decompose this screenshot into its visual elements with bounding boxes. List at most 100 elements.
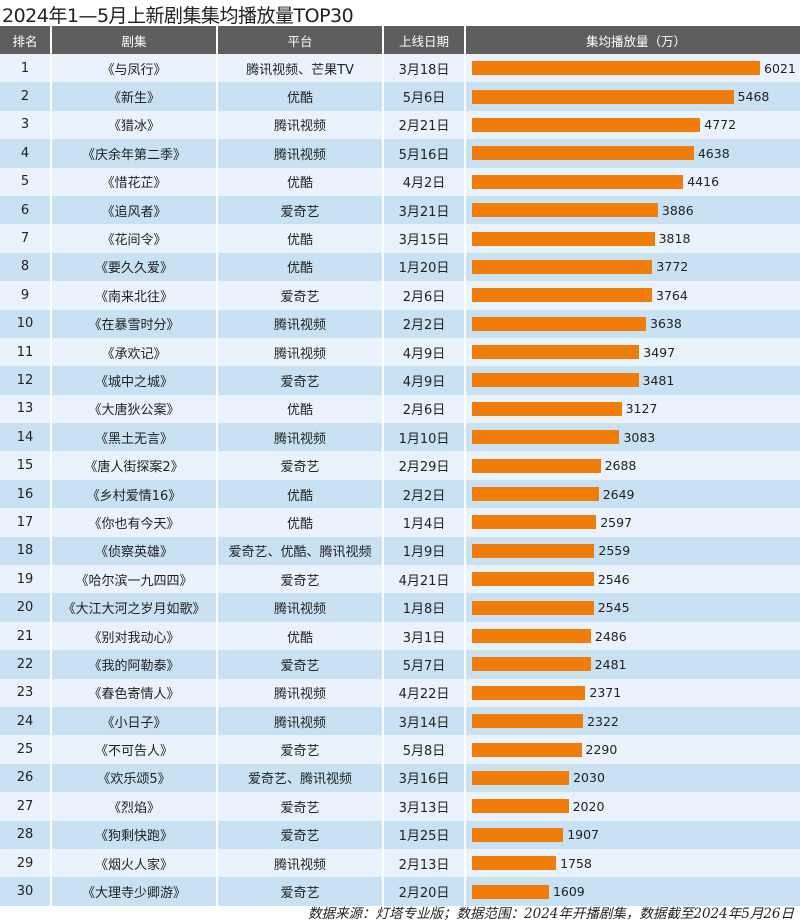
bar-cell: 3497 [466, 338, 800, 366]
rank-cell: 8 [0, 252, 52, 282]
bar-cell: 2020 [466, 792, 800, 820]
date-cell: 3月18日 [384, 54, 466, 83]
value-bar [472, 146, 694, 161]
bar-cell: 2290 [466, 735, 800, 763]
title-cell: 《大江大河之岁月如歌》 [52, 593, 218, 622]
date-cell: 2月29日 [384, 451, 466, 480]
date-cell: 3月16日 [384, 763, 466, 793]
rank-cell: 19 [0, 565, 52, 594]
rank-cell: 14 [0, 423, 52, 452]
value-bar [472, 827, 564, 842]
platform-cell: 爱奇艺 [218, 650, 384, 679]
table-row: 13 《大唐狄公案》 优酷 2月6日 3127 [0, 394, 800, 424]
table-row: 9 《南来北往》 爱奇艺 2月6日 3764 [0, 281, 800, 310]
platform-cell: 腾讯视频 [218, 706, 384, 736]
table-row: 5 《惜花芷》 优酷 4月2日 4416 [0, 167, 800, 196]
date-cell: 4月22日 [384, 678, 466, 707]
title-cell: 《我的阿勒泰》 [52, 650, 218, 679]
value-label: 3818 [658, 231, 691, 247]
value-bar [472, 259, 653, 274]
table-row: 28 《狗剩快跑》 爱奇艺 1月25日 1907 [0, 820, 800, 849]
value-label: 3772 [656, 259, 689, 275]
platform-cell: 优酷 [218, 508, 384, 537]
date-cell: 1月4日 [384, 508, 466, 537]
bar-cell: 3886 [466, 196, 800, 224]
value-bar [472, 373, 639, 388]
value-label: 4638 [697, 145, 730, 161]
platform-cell: 爱奇艺 [218, 877, 384, 906]
value-bar [472, 458, 601, 473]
date-cell: 1月25日 [384, 820, 466, 849]
rank-cell: 21 [0, 621, 52, 651]
value-bar [472, 543, 595, 558]
date-cell: 1月9日 [384, 536, 466, 566]
table-row: 27 《烈焰》 爱奇艺 3月13日 2020 [0, 792, 800, 821]
bar-cell: 3638 [466, 310, 800, 338]
platform-cell: 腾讯视频 [218, 848, 384, 878]
platform-cell: 爱奇艺 [218, 565, 384, 594]
table-row: 4 《庆余年第二季》 腾讯视频 5月16日 4638 [0, 139, 800, 168]
table-row: 24 《小日子》 腾讯视频 3月14日 2322 [0, 706, 800, 736]
bar-cell: 3818 [466, 224, 800, 252]
rank-cell: 11 [0, 337, 52, 367]
table-row: 2 《新生》 优酷 5月6日 5468 [0, 82, 800, 111]
bar-cell: 2545 [466, 593, 800, 621]
date-cell: 1月20日 [384, 252, 466, 282]
date-cell: 2月6日 [384, 281, 466, 310]
title-cell: 《城中之城》 [52, 366, 218, 395]
value-bar [472, 685, 586, 700]
value-label: 3886 [661, 202, 694, 218]
bar-cell: 3083 [466, 423, 800, 451]
date-cell: 3月1日 [384, 621, 466, 651]
title-cell: 《狗剩快跑》 [52, 820, 218, 849]
platform-cell: 爱奇艺 [218, 820, 384, 849]
title-cell: 《南来北往》 [52, 281, 218, 310]
title-cell: 《你也有今天》 [52, 508, 218, 537]
platform-cell: 腾讯视频 [218, 110, 384, 140]
value-bar [472, 231, 655, 246]
title-cell: 《别对我动心》 [52, 621, 218, 651]
ranking-table: 排名 剧集 平台 上线日期 集均播放量（万） 1 《与凤行》 腾讯视频、芒果TV 3月… [0, 26, 800, 906]
rank-cell: 5 [0, 167, 52, 196]
platform-cell: 腾讯视频 [218, 593, 384, 622]
chart-title: 2024年1—5月上新剧集集均播放量TOP30 [2, 5, 354, 27]
rank-cell: 27 [0, 792, 52, 821]
value-label: 3764 [656, 287, 688, 303]
platform-cell: 腾讯视频 [218, 678, 384, 707]
value-bar [472, 657, 591, 672]
title-cell: 《侦察英雄》 [52, 536, 218, 566]
date-cell: 5月6日 [384, 82, 466, 111]
rank-cell: 16 [0, 479, 52, 509]
platform-cell: 优酷 [218, 167, 384, 196]
platform-cell: 优酷 [218, 621, 384, 651]
platform-cell: 腾讯视频 [218, 309, 384, 338]
table-row: 25 《不可告人》 爱奇艺 5月8日 2290 [0, 735, 800, 764]
title-cell: 《哈尔滨一九四四》 [52, 565, 218, 594]
platform-cell: 腾讯视频、芒果TV [218, 54, 384, 83]
rank-cell: 1 [0, 54, 52, 83]
value-label: 2597 [600, 514, 633, 530]
value-label: 6021 [764, 60, 796, 76]
table-row: 10 《在暴雪时分》 腾讯视频 2月2日 3638 [0, 309, 800, 338]
bar-cell: 2030 [466, 764, 800, 792]
platform-cell: 优酷 [218, 224, 384, 253]
value-bar [472, 174, 684, 189]
value-label: 3127 [625, 401, 658, 417]
title-cell: 《承欢记》 [52, 337, 218, 367]
bar-cell: 3772 [466, 253, 800, 281]
rank-cell: 29 [0, 848, 52, 878]
title-cell: 《黑土无言》 [52, 423, 218, 452]
title-cell: 《惜花芷》 [52, 167, 218, 196]
value-bar [472, 61, 760, 76]
table-header: 排名 剧集 平台 上线日期 集均播放量（万） [0, 26, 800, 54]
value-bar [472, 401, 622, 416]
bar-cell: 6021 [466, 54, 800, 82]
table-row: 15 《唐人街探案2》 爱奇艺 2月29日 2688 [0, 451, 800, 480]
date-cell: 1月10日 [384, 423, 466, 452]
platform-cell: 优酷 [218, 82, 384, 111]
header-title: 剧集 [52, 26, 218, 54]
rank-cell: 23 [0, 678, 52, 707]
table-row: 12 《城中之城》 爱奇艺 4月9日 3481 [0, 366, 800, 395]
platform-cell: 爱奇艺 [218, 366, 384, 395]
value-label: 2545 [597, 600, 630, 616]
